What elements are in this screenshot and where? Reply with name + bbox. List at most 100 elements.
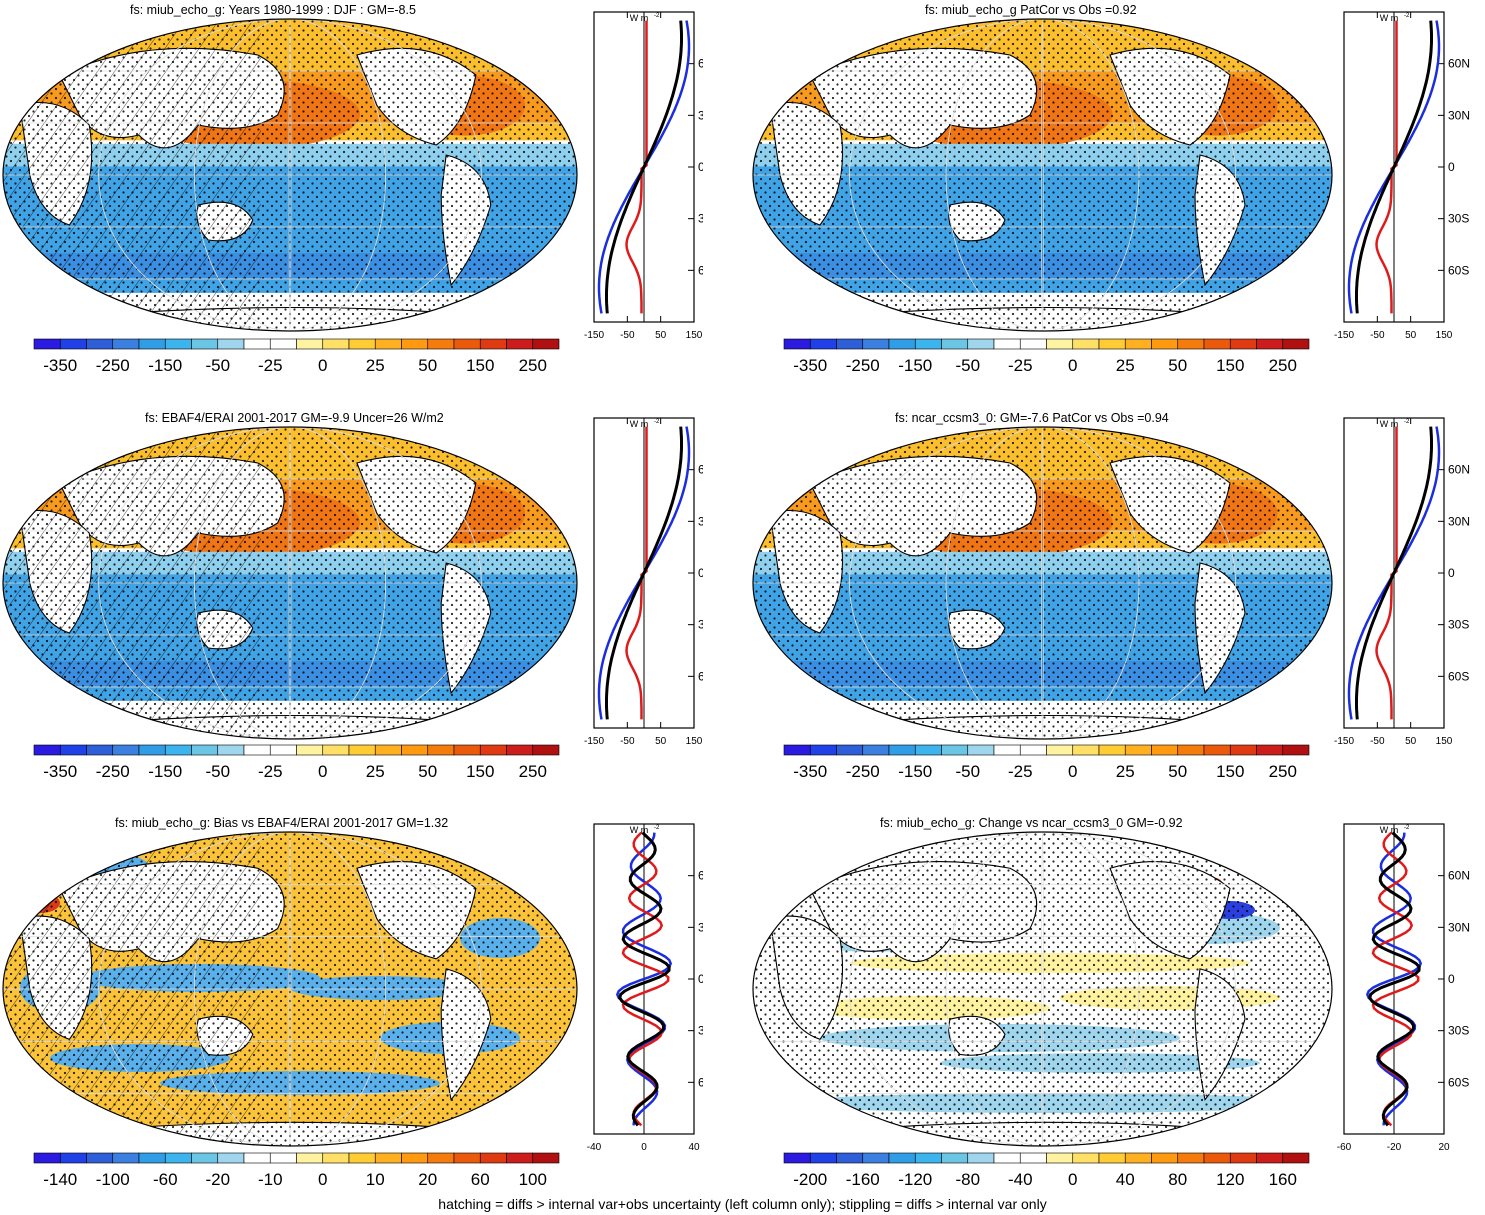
colorbar-swatch <box>348 338 376 350</box>
colorbar-swatch <box>862 338 890 350</box>
colorbar-swatch <box>348 1152 376 1164</box>
colorbar-tick-label: 25 <box>366 762 385 781</box>
colorbar-tick-label: -10 <box>258 1170 283 1189</box>
colorbar-tick-label: 0 <box>318 1170 327 1189</box>
panel-3-map <box>2 426 578 740</box>
colorbar-swatch <box>1203 744 1231 756</box>
colorbar-swatch <box>138 338 166 350</box>
colorbar-swatch <box>1046 1152 1074 1164</box>
colorbar-swatch <box>967 744 995 756</box>
colorbar-tick-label: 0 <box>318 762 327 781</box>
profile-x-tick-label: 20 <box>1438 1142 1450 1153</box>
colorbar-swatch <box>164 1152 192 1164</box>
colorbar-swatch <box>374 338 402 350</box>
colorbar-tick-label: 40 <box>1116 1170 1135 1189</box>
colorbar-swatch <box>112 338 140 350</box>
profile-unit: W m <box>1380 825 1399 835</box>
panel-4-profile: W m -2 60N 30N 0 30S 60S -150 -50 50 150 <box>1334 417 1470 747</box>
colorbar-swatch <box>1256 1152 1284 1164</box>
lat-tick-label: 30S <box>1448 212 1469 226</box>
colorbar-swatch <box>783 338 811 350</box>
colorbar-tick-label: 50 <box>1168 762 1187 781</box>
lat-tick-label: 30S <box>698 618 703 632</box>
colorbar-swatch <box>1124 338 1152 350</box>
colorbar-tick-label: 25 <box>366 356 385 375</box>
colorbar-swatch <box>1098 744 1126 756</box>
colorbar-tick-label: -150 <box>898 762 932 781</box>
colorbar-swatch <box>1203 338 1231 350</box>
colorbar-swatch <box>217 338 245 350</box>
colorbar-tick-label: -250 <box>96 762 130 781</box>
colorbar-swatch <box>809 744 837 756</box>
colorbar-swatch <box>1229 1152 1257 1164</box>
profile-x-tick-label: -150 <box>1334 330 1354 341</box>
colorbar-swatch <box>1098 1152 1126 1164</box>
colorbar-swatch <box>322 744 350 756</box>
profile-x-tick-label: -150 <box>584 330 604 341</box>
colorbar-swatch <box>862 744 890 756</box>
colorbar-swatch <box>269 338 297 350</box>
colorbar-swatch <box>506 744 534 756</box>
colorbar-tick-label: -50 <box>955 762 980 781</box>
colorbar-tick-label: 100 <box>519 1170 547 1189</box>
colorbar-swatch <box>112 1152 140 1164</box>
lat-tick-label: 60S <box>1448 669 1469 683</box>
colorbar-tick-label: 160 <box>1269 1170 1297 1189</box>
colorbar-tick-label: -250 <box>846 762 880 781</box>
panel-6-title: fs: miub_echo_g: Change vs ncar_ccsm3_0 … <box>880 816 1183 830</box>
colorbar-swatch <box>941 744 969 756</box>
colorbar-swatch <box>836 1152 864 1164</box>
colorbar-swatch <box>479 1152 507 1164</box>
panel-4-map <box>752 426 1333 740</box>
colorbar-tick-label: -350 <box>43 356 77 375</box>
colorbar-swatch <box>427 338 455 350</box>
panel-3-profile: W m -2 60N 30N 0 30S 60S -150 -50 50 150 <box>584 417 703 747</box>
colorbar-swatch <box>993 338 1021 350</box>
panel-2-map <box>752 18 1333 332</box>
panel-6-map <box>752 831 1333 1147</box>
lat-tick-label: 0 <box>1448 972 1455 986</box>
profile-unit: W m <box>630 419 649 429</box>
colorbar-tick-label: -150 <box>148 356 182 375</box>
profile-x-tick-label: 50 <box>655 330 667 341</box>
colorbar-tick-label: -25 <box>1008 356 1033 375</box>
colorbar-swatch <box>401 1152 429 1164</box>
lat-tick-label: 60N <box>698 57 703 71</box>
colorbar-tick-label: -25 <box>258 762 283 781</box>
colorbar-swatch <box>322 338 350 350</box>
profile-unit: W m <box>1380 419 1399 429</box>
colorbar-swatch <box>993 1152 1021 1164</box>
panel-1-profile: W m -2 60N 30N 0 30S 60S -150 -50 50 150 <box>584 11 703 341</box>
colorbar-swatch <box>243 744 271 756</box>
colorbar-swatch <box>217 1152 245 1164</box>
colorbar-swatch <box>296 1152 324 1164</box>
colorbar-tick-label: 250 <box>1269 762 1297 781</box>
lat-tick-label: 60S <box>1448 1075 1469 1089</box>
colorbar-swatch <box>1256 338 1284 350</box>
colorbar-tick-label: -150 <box>148 762 182 781</box>
colorbar-swatch <box>479 744 507 756</box>
profile-unit: W m <box>630 825 649 835</box>
panel-1-title: fs: miub_echo_g: Years 1980-1999 : DJF :… <box>130 3 416 17</box>
colorbar-swatch <box>59 744 87 756</box>
colorbar-tick-label: 50 <box>418 762 437 781</box>
colorbar-swatch <box>941 1152 969 1164</box>
profile-x-tick-label: -60 <box>1337 1142 1352 1153</box>
colorbar-tick-label: -150 <box>898 356 932 375</box>
colorbar-tick-label: -80 <box>955 1170 980 1189</box>
profile-black-curve <box>1368 831 1421 1127</box>
profile-unit-exponent: -2 <box>1404 419 1410 425</box>
lat-tick-label: 60N <box>1448 463 1470 477</box>
colorbar-tick-label: -50 <box>205 356 230 375</box>
colorbar-swatch <box>1151 1152 1179 1164</box>
colorbar-swatch <box>453 1152 481 1164</box>
colorbar-tick-label: 150 <box>466 356 494 375</box>
colorbar-tick-label: -40 <box>1008 1170 1033 1189</box>
colorbar-swatch <box>1046 744 1074 756</box>
colorbar-swatch <box>1072 744 1100 756</box>
lat-tick-label: 30S <box>1448 618 1469 632</box>
colorbar-tick-label: 25 <box>1116 356 1135 375</box>
panel-6-colorbar: -200-160-120-80-4004080120160200 <box>783 1152 1310 1189</box>
colorbar-swatch <box>1124 1152 1152 1164</box>
lat-tick-label: 30S <box>1448 1024 1469 1038</box>
